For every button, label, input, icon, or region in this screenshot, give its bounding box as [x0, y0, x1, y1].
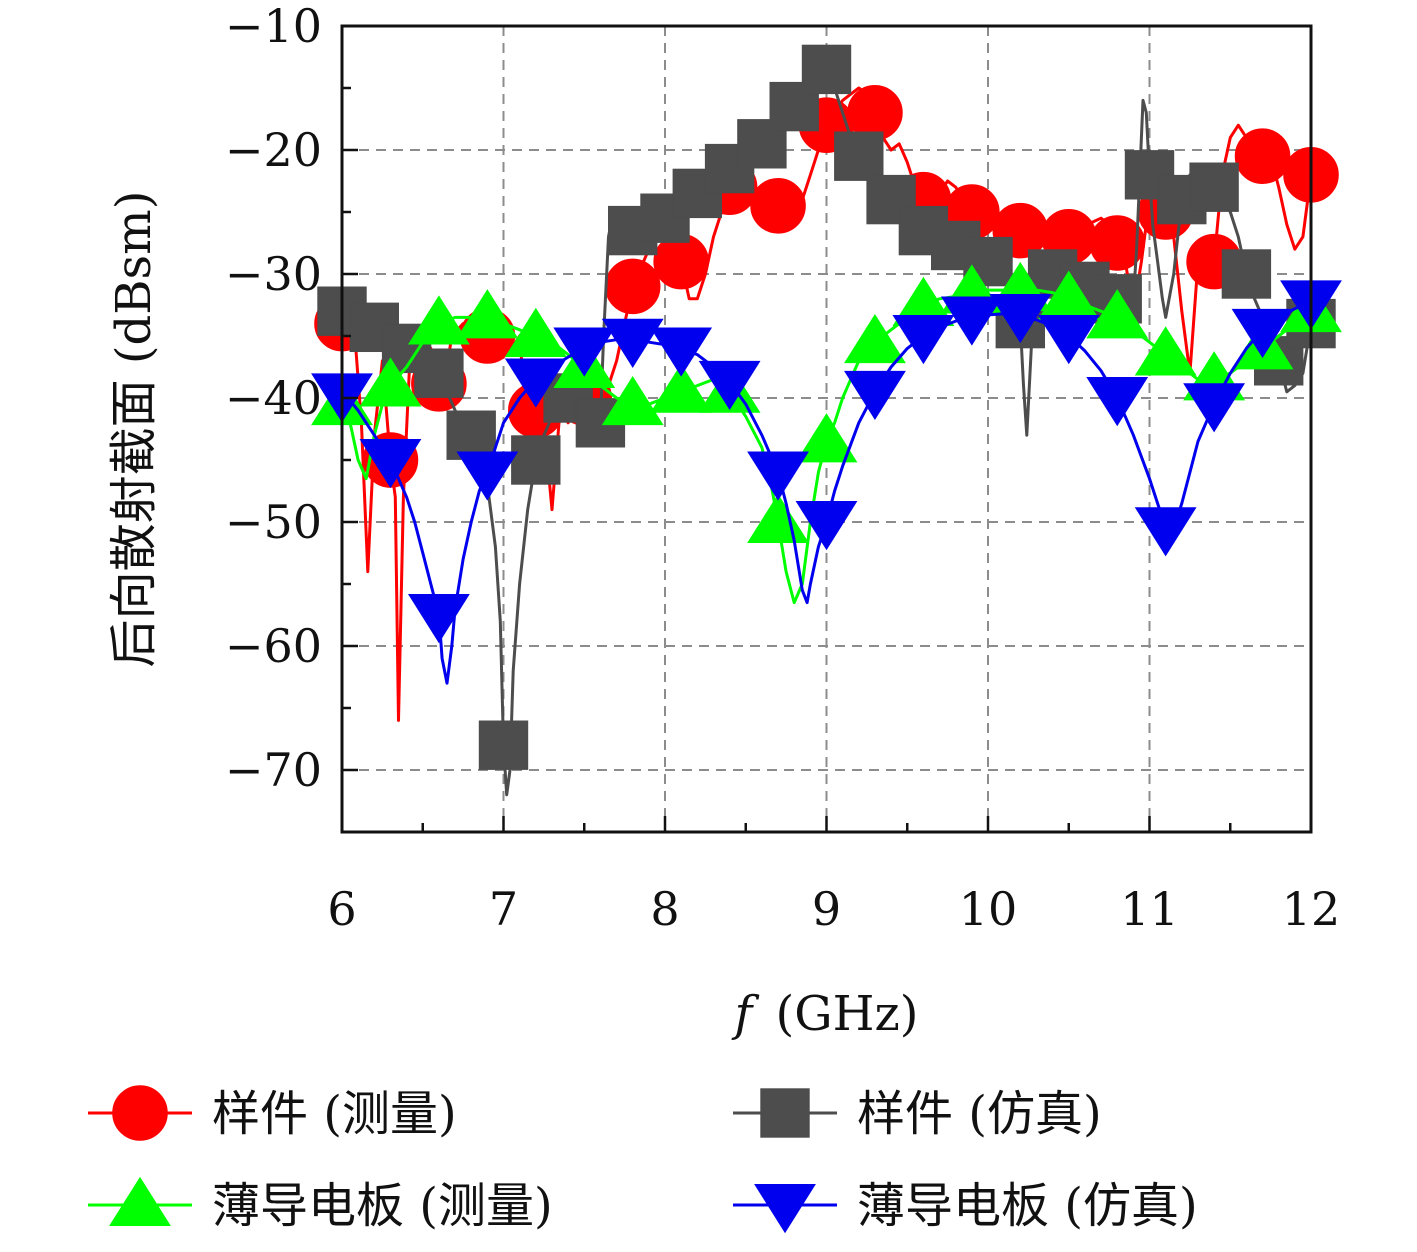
y-axis-title: 后向散射截面 (dBsm): [106, 191, 162, 668]
x-tick-label: 9: [812, 882, 841, 936]
y-tick-label: −30: [225, 247, 322, 301]
y-tick-label: −50: [225, 495, 322, 549]
x-axis-title-variable: f: [732, 986, 760, 1042]
data-point: [1134, 507, 1197, 557]
data-point: [760, 1088, 810, 1138]
data-point: [750, 178, 806, 234]
series-3: [311, 261, 1342, 605]
data-point: [747, 451, 809, 501]
data-point: [504, 358, 567, 408]
data-point: [1234, 128, 1291, 184]
axis-ticks: [340, 24, 1313, 834]
data-point: [504, 307, 567, 357]
data-point: [553, 327, 616, 377]
data-point: [1134, 326, 1197, 376]
data-point: [1183, 383, 1246, 433]
data-point: [414, 348, 464, 398]
data-point: [892, 315, 955, 365]
data-point: [456, 451, 519, 501]
data-point: [844, 313, 906, 364]
data-point: [1037, 315, 1100, 365]
data-point: [109, 1176, 171, 1226]
series-line: [341, 299, 1312, 685]
legend-label: 薄导电板 (仿真): [857, 1178, 1198, 1234]
data-point: [989, 293, 1052, 344]
legend-label: 样件 (仿真): [857, 1086, 1102, 1142]
data-point: [456, 289, 519, 339]
legend-label: 样件 (测量): [212, 1086, 457, 1142]
y-tick-label: −20: [225, 123, 322, 177]
data-point: [650, 327, 713, 377]
legend-item-1: 样件 (测量): [88, 1085, 457, 1142]
x-tick-label: 11: [1120, 882, 1179, 936]
legend: 样件 (测量) 样件 (仿真) 薄导电板 (测量) 薄导电板 (仿真): [88, 1085, 1198, 1234]
data-point: [359, 357, 422, 407]
y-tick-label: −10: [225, 0, 322, 53]
data-point: [844, 370, 906, 421]
data-point: [1086, 377, 1149, 427]
data-point: [112, 1085, 168, 1141]
legend-item-2: 样件 (仿真): [733, 1086, 1102, 1142]
x-tick-label: 12: [1282, 882, 1341, 936]
legend-item-3: 薄导电板 (测量): [88, 1176, 553, 1234]
data-point: [940, 296, 1003, 346]
data-point: [446, 410, 496, 460]
data-point: [359, 439, 422, 489]
y-tick-label: −70: [225, 743, 322, 797]
data-point: [407, 594, 470, 644]
data-point: [737, 119, 787, 169]
x-tick-label: 6: [327, 882, 356, 936]
data-point: [1086, 289, 1149, 339]
x-tick-label: 8: [650, 882, 679, 936]
data-point: [1231, 308, 1294, 359]
data-point: [795, 413, 858, 463]
y-tick-labels: −10 −20 −30 −40 −50 −60 −70: [225, 0, 322, 797]
y-tick-label: −60: [225, 619, 322, 673]
series-layer: [311, 44, 1342, 797]
data-point: [698, 360, 761, 411]
data-point: [511, 435, 561, 485]
data-point: [478, 720, 529, 770]
data-point: [795, 501, 858, 551]
legend-item-4: 薄导电板 (仿真): [733, 1178, 1198, 1234]
data-point: [650, 363, 713, 413]
x-axis-title: f (GHz): [732, 986, 919, 1042]
x-axis-title-unit: (GHz): [776, 986, 919, 1042]
data-point: [601, 318, 664, 368]
data-point: [1089, 215, 1145, 271]
data-point: [754, 1184, 816, 1234]
data-point: [407, 295, 470, 345]
data-point: [801, 44, 852, 95]
x-tick-labels: 6 7 8 9 10 11 12: [327, 882, 1340, 936]
data-point: [834, 131, 884, 181]
legend-label: 薄导电板 (测量): [212, 1178, 553, 1234]
y-tick-label: −40: [225, 371, 322, 425]
data-point: [1189, 162, 1239, 212]
data-point: [604, 258, 661, 315]
x-tick-label: 7: [489, 882, 518, 936]
data-point: [1221, 249, 1272, 299]
x-tick-label: 10: [959, 882, 1018, 936]
data-point: [601, 375, 664, 426]
